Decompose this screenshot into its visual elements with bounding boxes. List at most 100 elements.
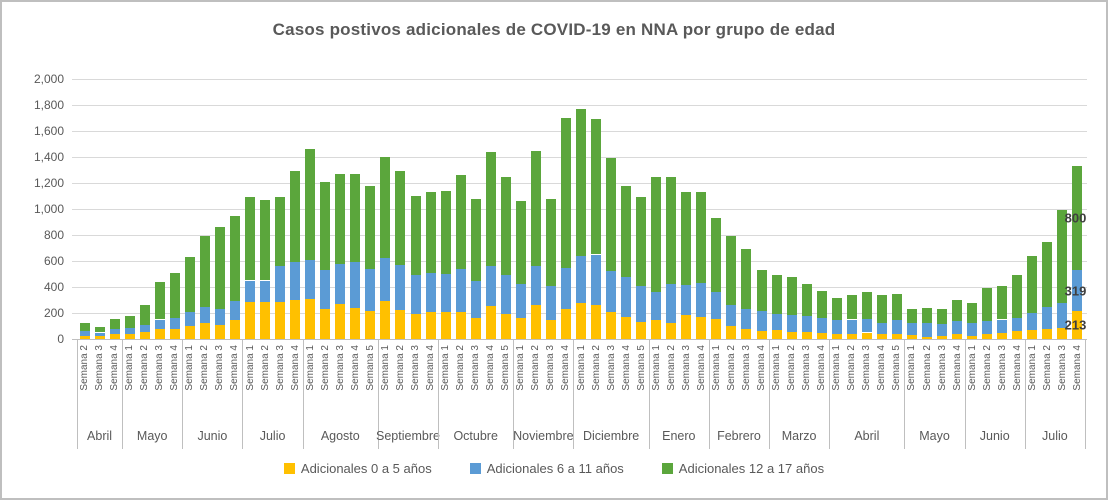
bar-segment[interactable]	[560, 118, 571, 268]
bar-segment[interactable]	[229, 320, 240, 339]
bar-segment[interactable]	[861, 318, 872, 333]
bar-segment[interactable]	[275, 266, 286, 302]
bar-segment[interactable]	[500, 177, 511, 275]
bar-segment[interactable]	[922, 323, 933, 338]
bar-segment[interactable]	[425, 272, 436, 312]
bar-segment[interactable]	[952, 321, 963, 335]
bar-segment[interactable]	[410, 275, 421, 315]
bar-segment[interactable]	[169, 317, 180, 329]
bar-segment[interactable]	[801, 283, 812, 317]
bar-segment[interactable]	[425, 311, 436, 339]
bar-segment[interactable]	[350, 173, 361, 263]
bar-segment[interactable]	[1012, 318, 1023, 332]
bar-segment[interactable]	[380, 157, 391, 259]
bar-segment[interactable]	[906, 335, 917, 339]
bar-segment[interactable]	[545, 320, 556, 339]
bar-segment[interactable]	[621, 277, 632, 317]
bar-segment[interactable]	[94, 327, 105, 333]
bar-segment[interactable]	[560, 267, 571, 310]
bar-segment[interactable]	[726, 236, 737, 306]
bar-segment[interactable]	[1027, 256, 1038, 313]
bar-segment[interactable]	[260, 301, 271, 339]
bar-segment[interactable]	[425, 192, 436, 273]
bar-segment[interactable]	[184, 312, 195, 326]
bar-segment[interactable]	[410, 196, 421, 276]
bar-segment[interactable]	[816, 318, 827, 334]
bar-segment[interactable]	[786, 277, 797, 315]
bar-segment[interactable]	[260, 280, 271, 302]
bar-segment[interactable]	[982, 333, 993, 339]
bar-segment[interactable]	[681, 192, 692, 286]
bar-segment[interactable]	[139, 331, 150, 339]
bar-segment[interactable]	[831, 320, 842, 334]
bar-segment[interactable]	[771, 275, 782, 314]
bar-segment[interactable]	[891, 333, 902, 339]
bar-segment[interactable]	[861, 292, 872, 319]
bar-segment[interactable]	[440, 312, 451, 339]
bar-segment[interactable]	[214, 309, 225, 325]
bar-segment[interactable]	[952, 334, 963, 339]
bar-segment[interactable]	[335, 263, 346, 304]
bar-segment[interactable]	[1012, 331, 1023, 339]
bar-segment[interactable]	[380, 258, 391, 302]
bar-segment[interactable]	[395, 264, 406, 310]
bar-segment[interactable]	[560, 309, 571, 339]
bar-segment[interactable]	[876, 322, 887, 335]
bar-segment[interactable]	[290, 171, 301, 263]
bar-segment[interactable]	[696, 316, 707, 339]
bar-segment[interactable]	[756, 331, 767, 339]
bar-segment[interactable]	[681, 314, 692, 339]
bar-segment[interactable]	[455, 312, 466, 339]
bar-segment[interactable]	[952, 300, 963, 322]
bar-segment[interactable]	[1057, 302, 1068, 328]
bar-segment[interactable]	[621, 185, 632, 278]
bar-segment[interactable]	[1072, 269, 1083, 312]
bar-segment[interactable]	[922, 308, 933, 324]
bar-segment[interactable]	[139, 324, 150, 332]
bar-segment[interactable]	[741, 249, 752, 310]
bar-segment[interactable]	[154, 281, 165, 320]
bar-segment[interactable]	[245, 196, 255, 281]
bar-segment[interactable]	[410, 314, 421, 339]
bar-segment[interactable]	[636, 197, 647, 287]
bar-segment[interactable]	[591, 254, 602, 305]
bar-segment[interactable]	[967, 303, 978, 323]
bar-segment[interactable]	[816, 333, 827, 339]
bar-segment[interactable]	[967, 336, 978, 339]
bar-segment[interactable]	[470, 199, 481, 281]
bar-segment[interactable]	[305, 149, 316, 260]
bar-segment[interactable]	[1027, 313, 1038, 330]
bar-segment[interactable]	[455, 175, 466, 269]
bar-segment[interactable]	[591, 304, 602, 339]
bar-segment[interactable]	[816, 290, 827, 319]
bar-segment[interactable]	[275, 196, 286, 267]
bar-segment[interactable]	[79, 335, 90, 339]
bar-segment[interactable]	[320, 270, 331, 310]
bar-segment[interactable]	[1072, 165, 1083, 270]
bar-segment[interactable]	[380, 301, 391, 339]
bar-segment[interactable]	[515, 283, 526, 318]
bar-segment[interactable]	[485, 265, 496, 306]
bar-segment[interactable]	[651, 292, 662, 321]
bar-segment[interactable]	[515, 317, 526, 339]
bar-segment[interactable]	[320, 309, 331, 339]
bar-segment[interactable]	[109, 318, 120, 330]
bar-segment[interactable]	[485, 151, 496, 266]
bar-segment[interactable]	[937, 324, 948, 337]
bar-segment[interactable]	[1057, 327, 1068, 339]
bar-segment[interactable]	[365, 269, 376, 312]
bar-segment[interactable]	[199, 323, 210, 339]
bar-segment[interactable]	[184, 326, 195, 339]
bar-segment[interactable]	[109, 329, 120, 335]
bar-segment[interactable]	[530, 305, 541, 339]
bar-segment[interactable]	[199, 307, 210, 324]
bar-segment[interactable]	[275, 301, 286, 339]
bar-segment[interactable]	[982, 320, 993, 334]
bar-segment[interactable]	[1042, 329, 1053, 339]
bar-segment[interactable]	[846, 294, 857, 320]
bar-segment[interactable]	[606, 158, 617, 272]
bar-segment[interactable]	[606, 311, 617, 339]
bar-segment[interactable]	[967, 322, 978, 337]
bar-segment[interactable]	[154, 329, 165, 339]
bar-segment[interactable]	[636, 322, 647, 339]
